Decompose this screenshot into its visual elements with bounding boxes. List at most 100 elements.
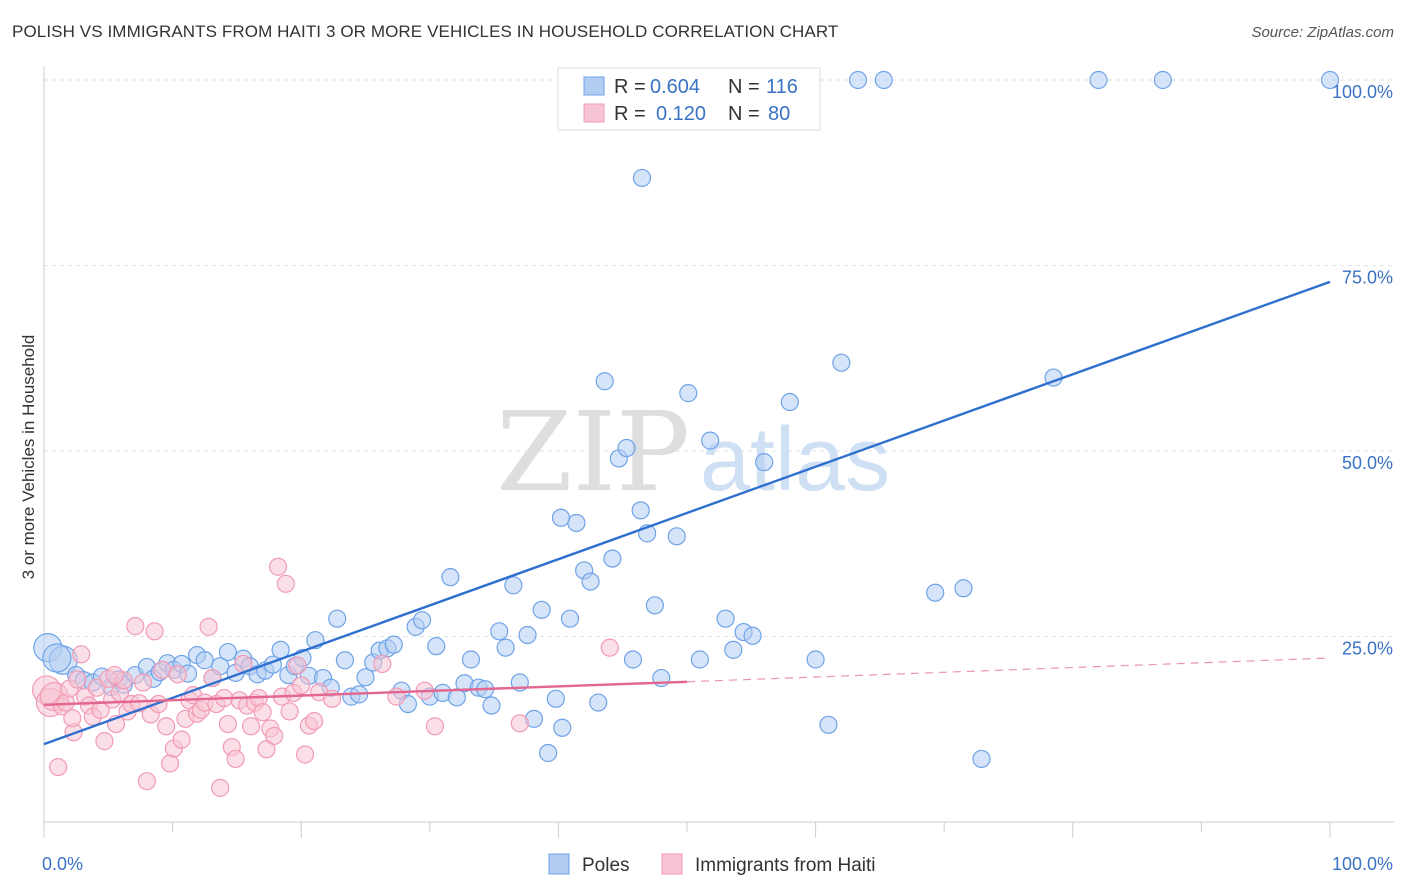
legend-n-label-poles: N = [728,76,760,98]
haiti-point-9 [72,645,91,664]
y-tick-labels: 25.0% 50.0% 75.0% 100.0% [1332,82,1393,659]
poles-point-44 [384,635,403,654]
watermark-zip: ZIP [496,388,690,516]
haiti-point-32 [160,754,180,773]
poles-point-88 [724,640,743,659]
trend-lines [43,280,1331,746]
poles-point-102 [1089,70,1108,90]
poles-point-40 [356,668,375,687]
poles-point-86 [701,431,720,450]
haiti-point-57 [257,740,276,759]
poles-point-97 [874,70,893,90]
poles-point-75 [603,549,622,568]
poles-point-106 [551,508,571,527]
poles-point-63 [518,625,537,645]
haiti-point-65 [288,656,307,675]
haiti-trend-line [43,680,688,706]
poles-point-100 [972,749,991,769]
haiti-point-34 [168,665,187,684]
poles-point-50 [427,637,446,656]
poles-point-83 [667,527,686,546]
poles-point-69 [560,609,580,628]
haiti-point-15 [95,732,114,751]
x-tick-label-1: 100.0% [1332,854,1393,874]
poles-point-93 [806,650,825,669]
poles-point-107 [42,643,72,673]
poles-point-85 [690,650,709,669]
bottom-legend-label-poles: Poles [582,855,630,876]
poles-point-65 [532,600,551,619]
poles-point-68 [553,718,572,737]
poles-point-66 [539,743,558,763]
chart-source: Source: ZipAtlas.com [1251,24,1394,41]
y-tick-label-2: 75.0% [1342,268,1393,288]
bottom-legend-label-haiti: Immigrants from Haiti [695,855,876,876]
poles-point-48 [412,611,432,630]
haiti-point-28 [145,622,164,641]
haiti-point-25 [133,673,153,692]
haiti-point-79 [105,665,124,685]
poles-point-70 [567,513,586,533]
haiti-point-73 [387,687,406,706]
poles-point-77 [617,438,636,458]
haiti-trend-line-extension [686,657,1331,683]
haiti-point-77 [600,638,619,657]
haiti-point-67 [295,745,315,764]
poles-point-104 [1320,70,1340,90]
haiti-point-14 [91,700,110,720]
legend-swatch-poles [583,76,605,96]
haiti-point-76 [510,714,529,733]
legend-r-value-poles: 0.604 [650,76,700,98]
poles-point-84 [679,384,698,403]
poles-point-18 [195,651,214,670]
poles-point-96 [848,70,868,90]
poles-point-37 [335,651,355,670]
watermark-atlas: atlas [700,410,890,510]
chart-title: POLISH VS IMMIGRANTS FROM HAITI 3 OR MOR… [12,22,839,41]
poles-point-59 [490,622,509,641]
haiti-point-8 [68,670,87,689]
poles-point-81 [645,596,664,615]
legend-r-label-poles: R = [614,76,646,98]
y-tick-label-3: 100.0% [1332,82,1393,102]
legend-r-value-haiti: 0.120 [656,103,706,125]
poles-point-58 [482,696,501,715]
haiti-point-53 [241,717,261,736]
x-tick-labels: 0.0% 100.0% [42,854,1393,874]
haiti-point-47 [218,714,237,734]
poles-point-87 [716,609,735,628]
poles-point-103 [1153,70,1172,90]
poles-point-61 [504,576,523,595]
y-tick-label-1: 50.0% [1342,453,1393,473]
haiti-point-3 [49,757,68,777]
poles-point-78 [623,650,643,669]
haiti-point-42 [199,617,218,636]
haiti-point-30 [153,660,172,679]
stats-legend: R = 0.604 N = 116 R = 0.120 N = 80 [557,67,821,131]
haiti-point-63 [280,702,299,721]
haiti-point-59 [265,726,284,746]
poles-point-72 [581,572,600,591]
poles-point-105 [632,168,652,188]
poles-point-52 [441,568,460,587]
haiti-point-23 [126,617,145,636]
legend-n-label-haiti: N = [728,103,760,125]
poles-point-79 [631,501,650,520]
haiti-point-78 [63,709,82,728]
haiti-point-56 [253,703,272,722]
poles-point-92 [780,392,799,412]
poles-trend-line [43,280,1331,746]
legend-n-value-poles: 116 [766,76,798,98]
series-legend: Poles Immigrants from Haiti [548,853,876,876]
x-tick-label-0: 0.0% [42,854,83,874]
bottom-legend-swatch-poles [548,853,570,875]
grid-lines [44,79,1394,637]
legend-n-value-haiti: 80 [768,103,790,125]
haiti-point-31 [157,717,176,736]
haiti-point-62 [276,574,295,593]
haiti-point-45 [211,778,230,797]
haiti-point-71 [322,689,342,708]
poles-point-94 [819,715,838,734]
haiti-point-72 [373,654,392,674]
